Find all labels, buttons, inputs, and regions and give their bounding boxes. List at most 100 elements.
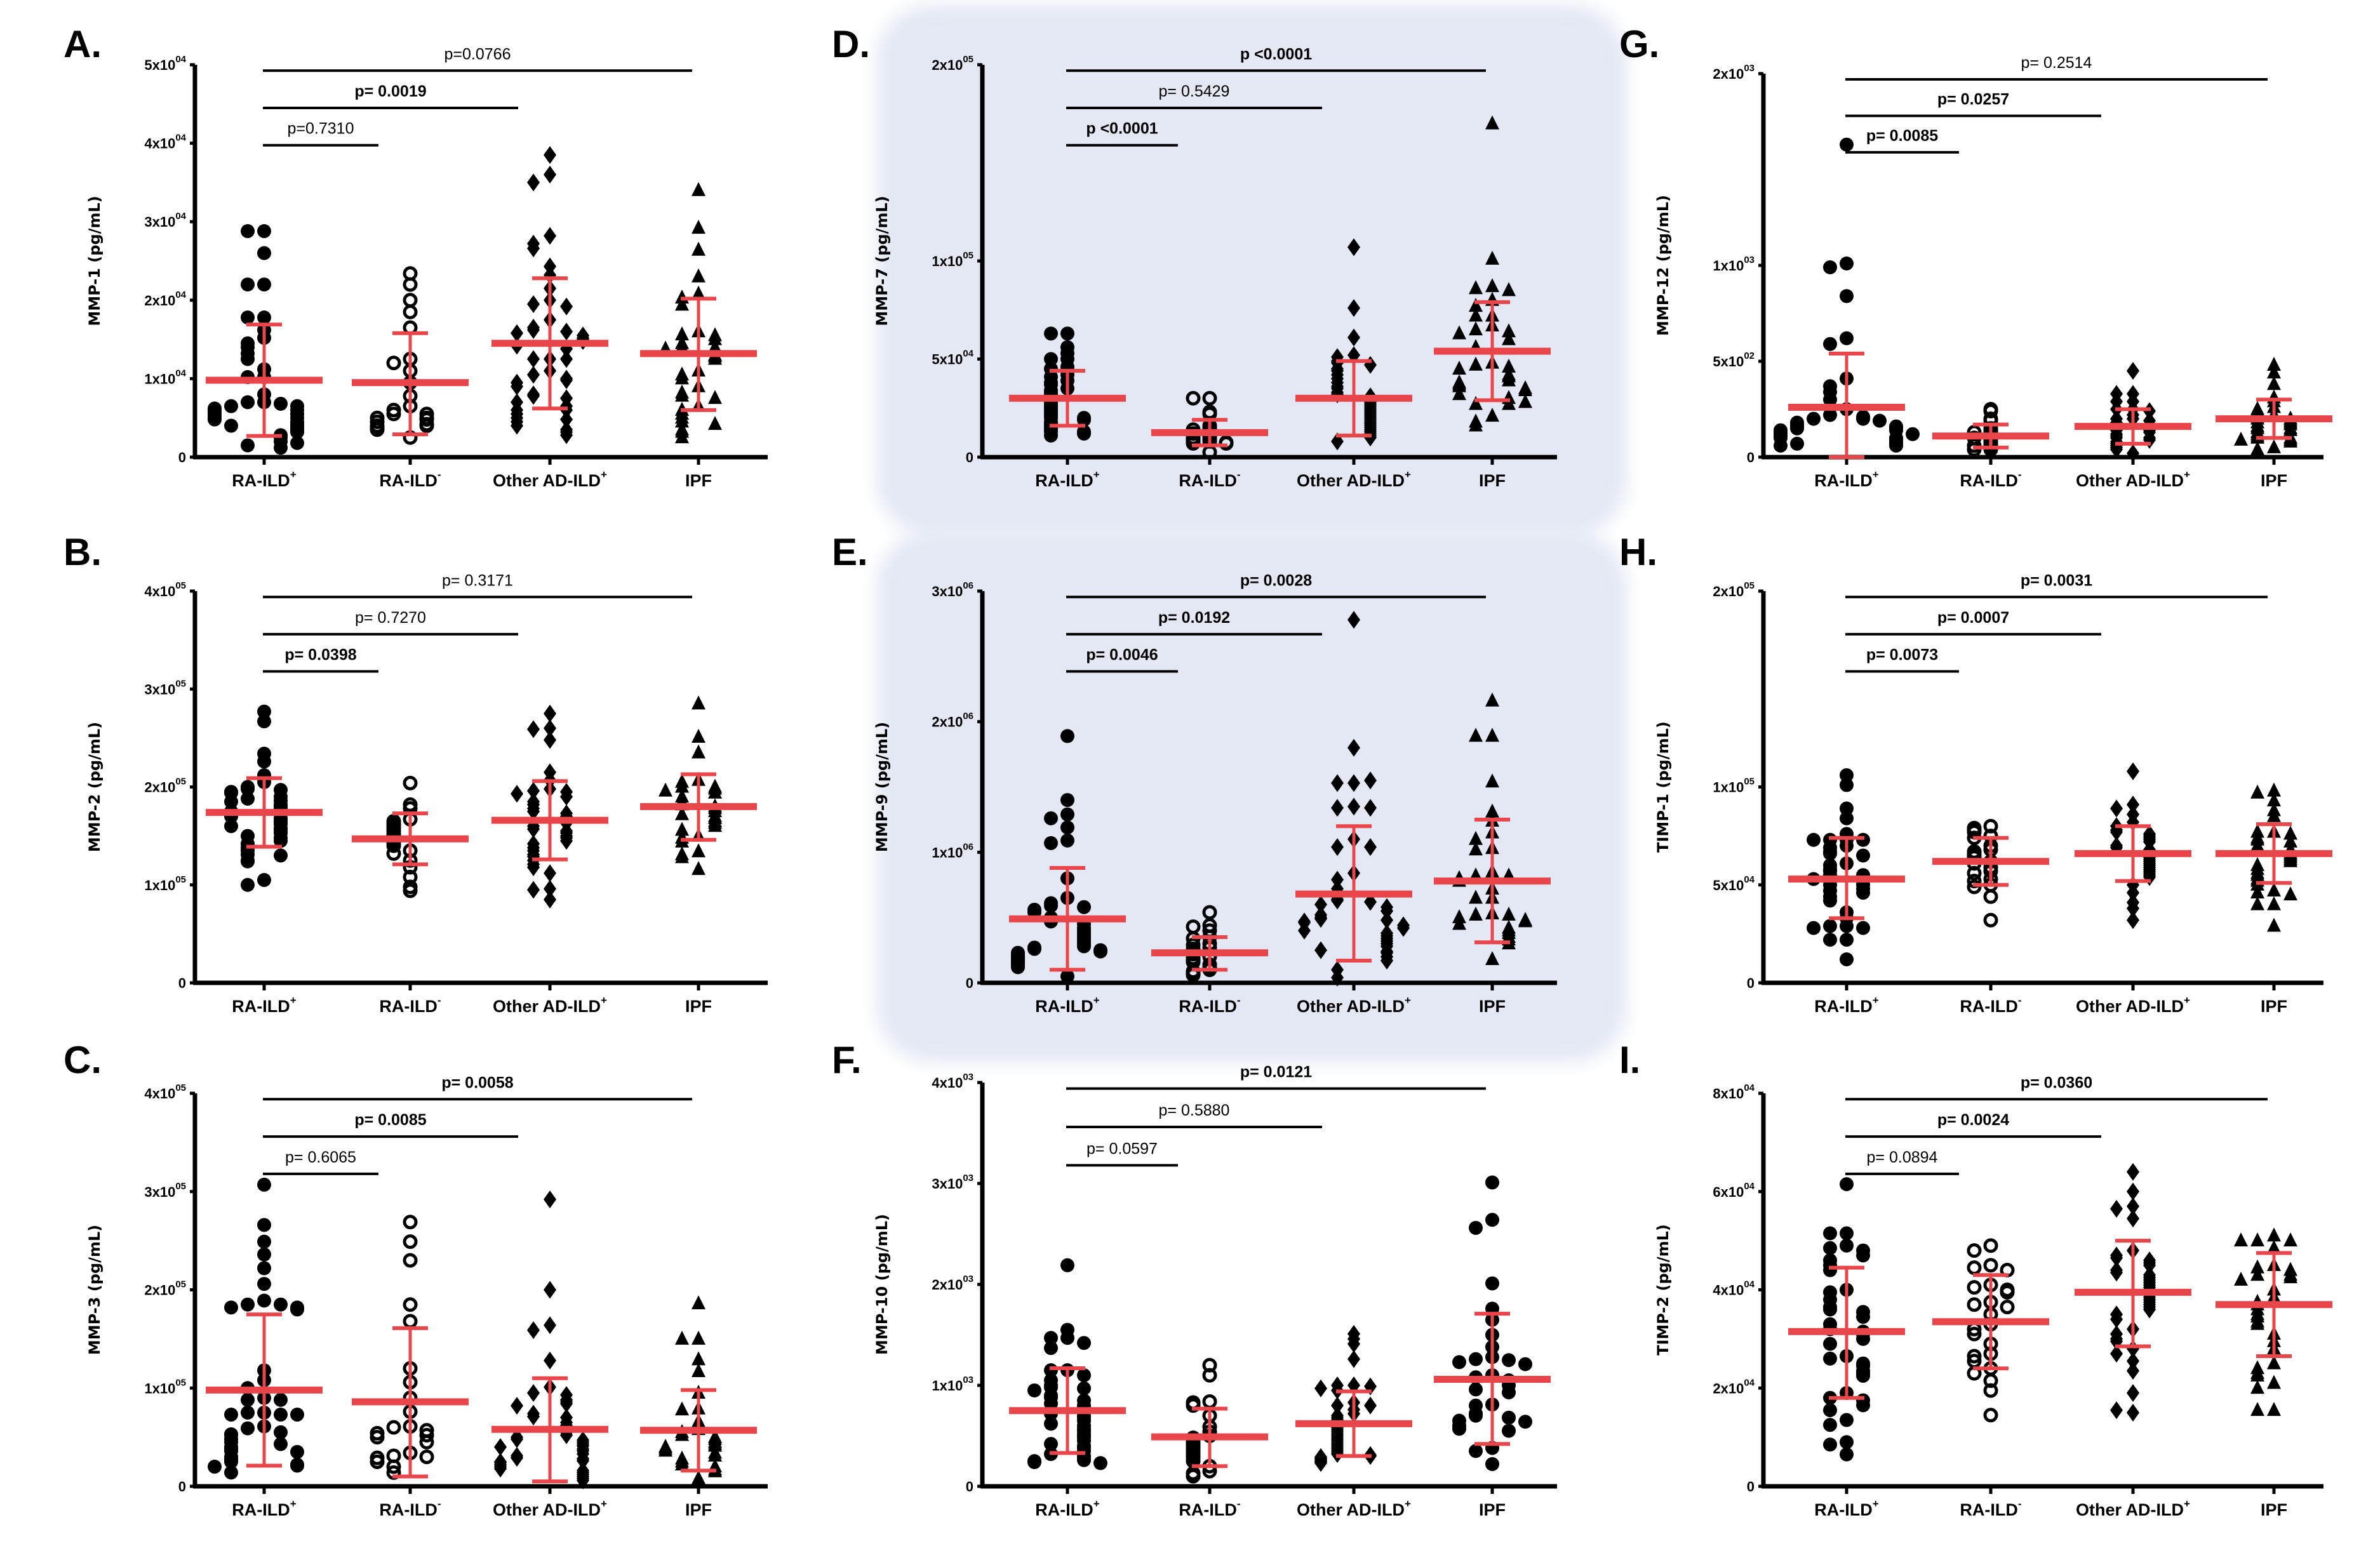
data-point-circle	[1044, 1416, 1058, 1431]
data-point-triangle	[2267, 364, 2281, 379]
data-point-triangle	[1452, 386, 1466, 401]
data-point-circle	[224, 819, 238, 834]
series-1	[1932, 402, 2049, 457]
data-point-circle	[1060, 969, 1074, 983]
data-point-triangle	[675, 1456, 689, 1470]
data-point-circle	[224, 1455, 238, 1469]
data-point-diamond	[2127, 1362, 2139, 1380]
data-point-circle	[1044, 1341, 1058, 1356]
data-point-diamond	[1314, 895, 1327, 914]
data-point-diamond	[2143, 1300, 2156, 1319]
data-point-circle	[1856, 1248, 1870, 1263]
data-point-circle	[274, 1437, 288, 1451]
data-point-diamond	[560, 297, 573, 316]
data-point-open-circle	[419, 412, 434, 427]
data-point-open-circle	[386, 356, 401, 371]
x-tick-label: RA-ILD+	[1814, 994, 1878, 1016]
p-value-label: p= 0.0031	[2021, 571, 2092, 589]
data-point-circle	[1044, 352, 1058, 366]
data-point-circle	[1840, 1177, 1854, 1192]
data-point-circle	[1027, 942, 1041, 956]
data-point-circle	[1840, 778, 1854, 792]
y-tick-label: 1x1005	[144, 1377, 186, 1396]
series-0	[206, 704, 323, 892]
panel-i: I. 0 2x1004 4x1004 6x1004 8x1004 TIMP-2 (pg/mL…	[1619, 1039, 2332, 1519]
panel-d: D. 0 5x1004 1x1005 2x1005 MMP-7 (pg/mL) RA-ILD…	[832, 4, 1627, 536]
data-point-open-circle	[370, 1430, 385, 1445]
y-tick-label: 1x1004	[144, 368, 186, 387]
data-point-open-circle	[1983, 1373, 1998, 1389]
data-point-triangle	[659, 782, 672, 797]
p-value-label: p= 0.3171	[442, 571, 513, 589]
p-value-label: p= 0.0398	[284, 646, 356, 663]
y-tick-label: 5x1004	[932, 349, 973, 368]
data-point-triangle	[2250, 1259, 2264, 1274]
data-point-circle	[1823, 1418, 1837, 1432]
data-point-open-circle	[403, 1314, 418, 1329]
data-point-triangle	[692, 861, 705, 876]
data-point-diamond	[511, 377, 523, 396]
data-point-circle	[1485, 1175, 1499, 1190]
data-point-diamond	[560, 426, 573, 444]
x-tick-label: RA-ILD-	[1960, 994, 2021, 1016]
data-point-diamond	[1364, 429, 1377, 447]
data-point-diamond	[527, 1383, 540, 1402]
data-point-diamond	[1347, 774, 1360, 792]
data-point-triangle	[2283, 1269, 2297, 1284]
data-point-open-circle	[370, 1454, 385, 1469]
data-point-triangle	[675, 1330, 689, 1345]
y-tick-label: 2x1004	[144, 290, 186, 309]
y-tick-label: 3x1003	[932, 1173, 973, 1192]
series-3	[640, 182, 757, 444]
data-point-open-circle	[1202, 1368, 1217, 1383]
data-point-circle	[208, 1460, 222, 1474]
data-point-open-circle	[1983, 889, 1998, 904]
data-point-circle	[1077, 1368, 1091, 1383]
x-tick-label: Other AD-ILD+	[493, 469, 607, 490]
data-point-circle	[1840, 256, 1854, 270]
data-point-circle	[1840, 1447, 1854, 1462]
y-tick-label: 2x1004	[1713, 1377, 1755, 1396]
data-point-circle	[1823, 1302, 1837, 1317]
y-tick-label: 0	[178, 975, 186, 991]
data-point-circle	[257, 1261, 271, 1276]
y-tick-label: 0	[966, 450, 973, 465]
series-2	[491, 1190, 608, 1489]
data-point-triangle	[1518, 913, 1532, 928]
data-point-triangle	[708, 416, 722, 430]
data-point-circle	[1077, 1453, 1091, 1467]
data-point-triangle	[692, 1330, 705, 1345]
data-point-circle	[224, 399, 238, 413]
data-point-circle	[1856, 886, 1870, 900]
data-point-triangle	[675, 326, 689, 341]
series-3	[640, 1295, 757, 1484]
data-point-triangle	[675, 806, 689, 820]
data-point-triangle	[2283, 422, 2297, 436]
data-point-diamond	[511, 1449, 523, 1467]
data-point-open-circle	[1967, 1280, 1982, 1295]
data-point-open-circle	[1202, 905, 1217, 920]
data-point-triangle	[2267, 808, 2281, 822]
data-point-diamond	[527, 321, 540, 339]
data-point-triangle	[2250, 441, 2264, 455]
highlight-background	[876, 4, 1627, 536]
data-point-triangle	[2283, 433, 2297, 448]
data-point-diamond	[494, 1438, 507, 1456]
y-tick-label: 2x1003	[932, 1274, 973, 1293]
data-point-diamond	[560, 350, 573, 368]
data-point-triangle	[708, 350, 722, 365]
y-tick-label: 3x1005	[144, 1181, 186, 1200]
data-point-diamond	[1381, 902, 1393, 920]
data-point-open-circle	[1967, 442, 1982, 457]
x-tick-label: IPF	[2261, 1500, 2287, 1519]
data-point-triangle	[1485, 950, 1499, 965]
data-point-open-circle	[403, 293, 418, 308]
y-tick-label: 1x1006	[932, 841, 973, 860]
data-point-diamond	[1298, 921, 1311, 940]
data-point-circle	[1044, 1396, 1058, 1411]
x-tick-label: RA-ILD-	[379, 1498, 441, 1519]
data-point-triangle	[2250, 839, 2264, 854]
x-tick-label: RA-ILD-	[1960, 469, 2021, 490]
data-point-diamond	[527, 803, 540, 821]
data-point-circle	[1518, 1415, 1532, 1429]
